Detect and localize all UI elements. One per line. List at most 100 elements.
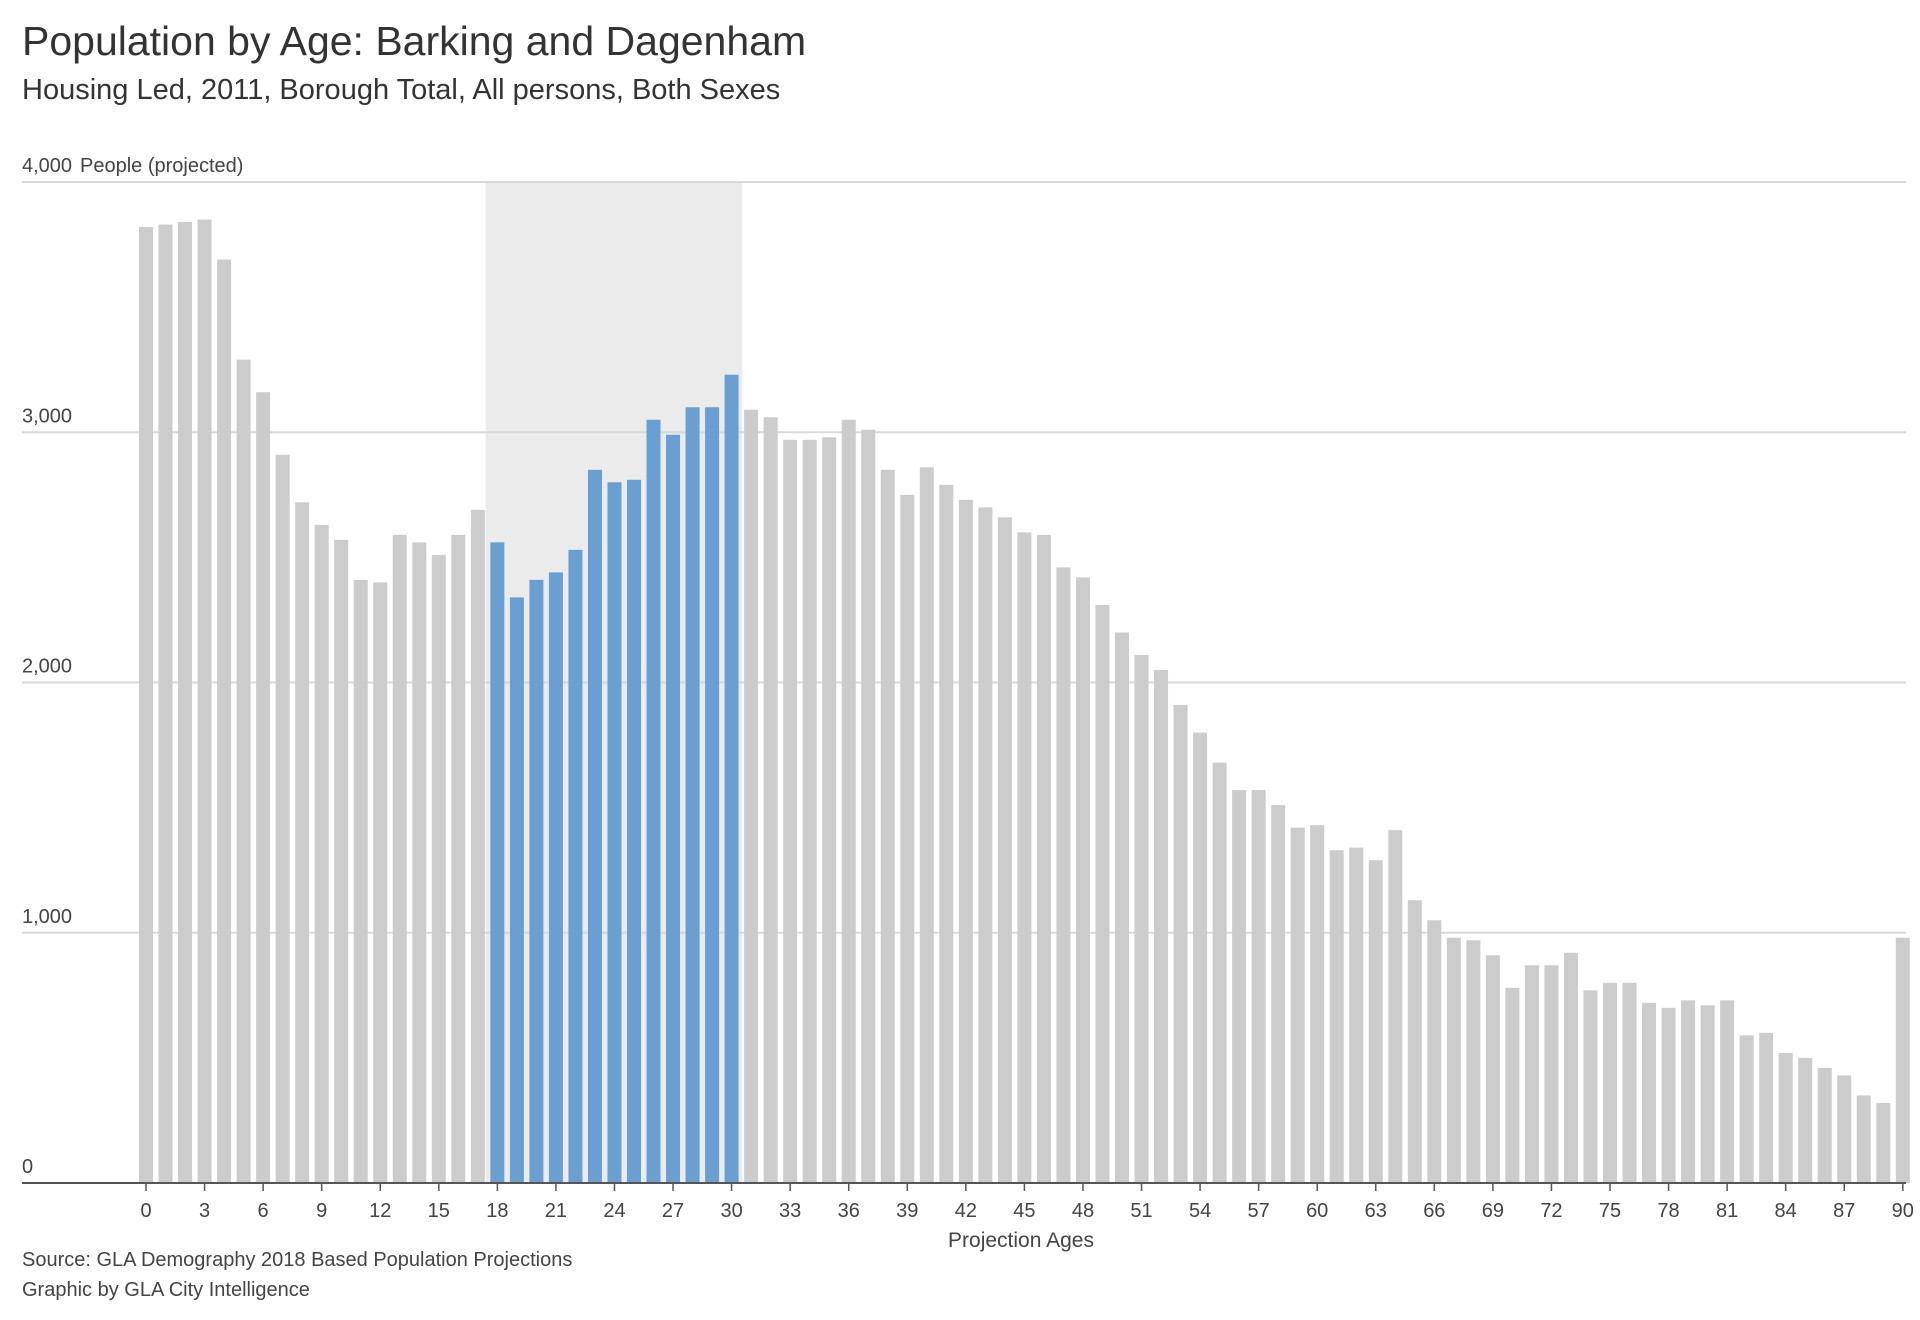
- bar-age-22[interactable]: [568, 549, 583, 1183]
- bar-age-82[interactable]: [1739, 1035, 1754, 1183]
- bar-age-35[interactable]: [822, 437, 837, 1183]
- bar-age-67[interactable]: [1446, 937, 1461, 1183]
- x-tick-label: 30: [720, 1200, 742, 1222]
- bar-age-13[interactable]: [392, 534, 407, 1183]
- bar-age-23[interactable]: [587, 469, 602, 1184]
- bar-age-31[interactable]: [744, 409, 759, 1183]
- bar-age-32[interactable]: [763, 417, 778, 1183]
- bar-age-14[interactable]: [412, 542, 427, 1183]
- bar-age-52[interactable]: [1154, 669, 1169, 1183]
- bar-age-36[interactable]: [841, 419, 856, 1183]
- bar-age-89[interactable]: [1876, 1102, 1891, 1183]
- bar-age-84[interactable]: [1778, 1052, 1793, 1183]
- bar-age-30[interactable]: [724, 374, 739, 1183]
- bar-age-59[interactable]: [1290, 827, 1305, 1183]
- bar-age-61[interactable]: [1329, 850, 1344, 1183]
- bar-age-0[interactable]: [139, 227, 153, 1184]
- bar-age-60[interactable]: [1310, 825, 1325, 1183]
- y-tick-label: 3,000: [22, 405, 72, 427]
- bar-age-68[interactable]: [1466, 940, 1481, 1183]
- bar-age-45[interactable]: [1017, 532, 1032, 1183]
- bar-age-62[interactable]: [1349, 847, 1364, 1183]
- bar-age-75[interactable]: [1603, 982, 1617, 1183]
- bar-age-63[interactable]: [1368, 860, 1383, 1183]
- bar-age-1[interactable]: [158, 224, 173, 1184]
- bar-age-72[interactable]: [1544, 965, 1559, 1183]
- bar-age-80[interactable]: [1700, 1005, 1715, 1183]
- bar-age-40[interactable]: [919, 467, 934, 1183]
- bar-age-3[interactable]: [197, 219, 212, 1184]
- bar-age-69[interactable]: [1485, 955, 1500, 1183]
- bar-age-10[interactable]: [334, 539, 349, 1183]
- bar-age-81[interactable]: [1720, 1000, 1735, 1183]
- bar-age-25[interactable]: [627, 479, 641, 1183]
- bar-age-15[interactable]: [431, 554, 446, 1183]
- bar-age-29[interactable]: [705, 407, 720, 1184]
- bar-age-2[interactable]: [178, 222, 193, 1184]
- bar-age-21[interactable]: [548, 572, 563, 1183]
- bar-age-53[interactable]: [1173, 705, 1188, 1183]
- x-tick-label: 9: [316, 1200, 327, 1222]
- bar-age-78[interactable]: [1661, 1007, 1676, 1183]
- bar-age-57[interactable]: [1251, 790, 1266, 1183]
- bar-age-76[interactable]: [1622, 982, 1637, 1183]
- bar-age-19[interactable]: [509, 597, 524, 1183]
- bar-age-42[interactable]: [958, 499, 973, 1183]
- bar-age-5[interactable]: [236, 359, 251, 1183]
- x-tick-label: 36: [838, 1200, 860, 1222]
- bar-age-16[interactable]: [451, 534, 466, 1183]
- bar-age-28[interactable]: [685, 407, 700, 1184]
- bar-age-33[interactable]: [783, 439, 798, 1183]
- bar-age-11[interactable]: [353, 579, 368, 1183]
- bar-age-77[interactable]: [1642, 1002, 1657, 1183]
- bar-age-8[interactable]: [295, 502, 310, 1183]
- x-tick-label: 54: [1189, 1200, 1211, 1222]
- bar-age-18[interactable]: [490, 542, 505, 1183]
- bar-age-71[interactable]: [1524, 965, 1539, 1183]
- bar-age-86[interactable]: [1817, 1067, 1832, 1183]
- bar-age-38[interactable]: [880, 469, 895, 1184]
- x-tick-label: 45: [1013, 1200, 1035, 1222]
- bar-age-34[interactable]: [802, 439, 817, 1183]
- bar-age-70[interactable]: [1505, 987, 1520, 1183]
- bar-age-24[interactable]: [607, 482, 622, 1183]
- bar-age-26[interactable]: [646, 419, 661, 1183]
- bar-age-17[interactable]: [470, 509, 485, 1183]
- bar-age-20[interactable]: [529, 579, 544, 1183]
- bar-age-27[interactable]: [666, 434, 681, 1183]
- bar-age-48[interactable]: [1075, 577, 1090, 1183]
- bar-age-56[interactable]: [1232, 790, 1247, 1183]
- bar-age-54[interactable]: [1193, 732, 1208, 1183]
- bar-age-85[interactable]: [1798, 1057, 1813, 1183]
- x-tick-label: 78: [1657, 1200, 1679, 1222]
- bar-age-55[interactable]: [1212, 762, 1227, 1183]
- bar-age-83[interactable]: [1759, 1032, 1774, 1183]
- bar-age-6[interactable]: [256, 392, 271, 1184]
- bar-age-37[interactable]: [861, 429, 876, 1183]
- bar-age-73[interactable]: [1563, 952, 1578, 1183]
- chart-subtitle: Housing Led, 2011, Borough Total, All pe…: [22, 74, 781, 106]
- bar-age-46[interactable]: [1036, 534, 1051, 1183]
- bar-age-43[interactable]: [978, 507, 993, 1183]
- bar-age-7[interactable]: [275, 454, 290, 1184]
- bar-age-64[interactable]: [1388, 830, 1403, 1183]
- bar-age-49[interactable]: [1095, 604, 1110, 1183]
- bar-age-47[interactable]: [1056, 567, 1071, 1183]
- bar-age-51[interactable]: [1134, 654, 1149, 1183]
- bar-age-90[interactable]: [1895, 937, 1910, 1183]
- bar-age-50[interactable]: [1115, 632, 1129, 1183]
- bar-age-66[interactable]: [1427, 920, 1442, 1183]
- bar-age-41[interactable]: [939, 484, 954, 1183]
- bar-age-79[interactable]: [1681, 1000, 1696, 1183]
- bar-age-4[interactable]: [217, 259, 232, 1183]
- bar-age-65[interactable]: [1407, 900, 1422, 1183]
- bar-age-39[interactable]: [900, 494, 915, 1183]
- bar-age-9[interactable]: [314, 524, 329, 1183]
- bar-age-44[interactable]: [997, 517, 1012, 1183]
- x-tick-label: 39: [896, 1200, 918, 1222]
- bar-age-87[interactable]: [1837, 1075, 1852, 1183]
- bar-age-12[interactable]: [373, 582, 388, 1183]
- bar-age-74[interactable]: [1583, 990, 1598, 1183]
- bar-age-88[interactable]: [1856, 1095, 1871, 1183]
- bar-age-58[interactable]: [1271, 805, 1286, 1183]
